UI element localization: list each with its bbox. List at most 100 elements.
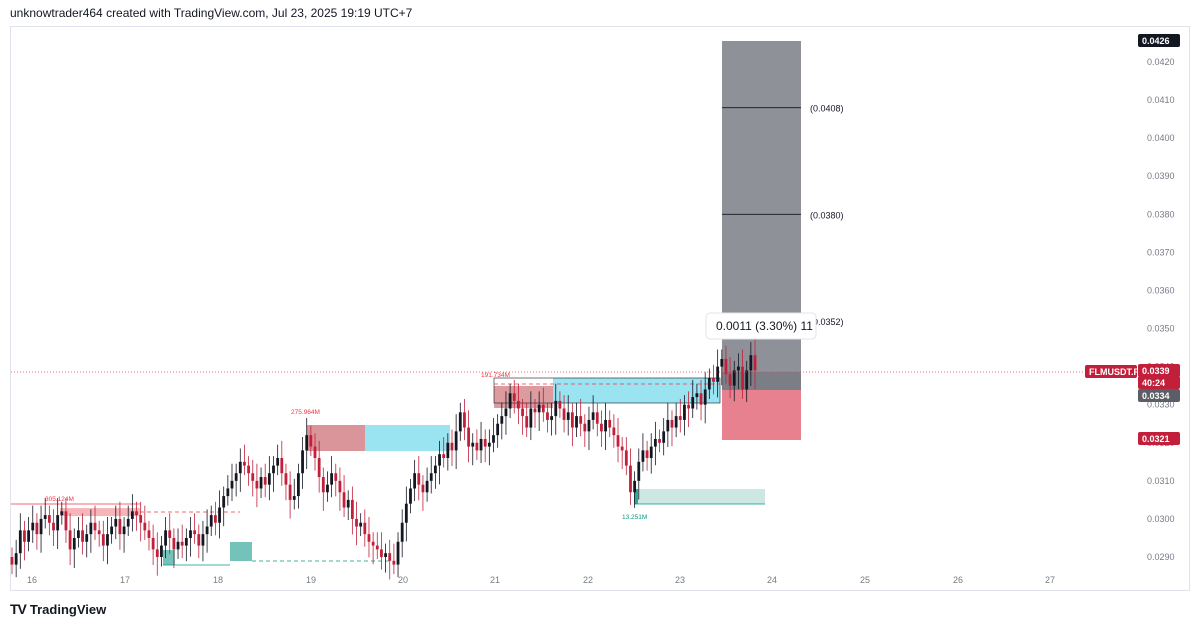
candle-body <box>380 549 383 557</box>
candle-body <box>595 412 599 424</box>
candle <box>649 433 653 474</box>
x-axis-tick-label: 19 <box>306 575 316 585</box>
candle <box>620 437 624 470</box>
candle-body <box>180 541 184 546</box>
candle <box>384 543 387 573</box>
candle-body <box>85 534 89 542</box>
candle-body <box>81 530 84 542</box>
candle <box>417 456 421 501</box>
x-axis-tick-label: 23 <box>675 575 685 585</box>
candle <box>130 494 134 532</box>
candle-body <box>301 450 304 474</box>
candle <box>263 463 267 498</box>
candle-body <box>546 412 549 420</box>
candle <box>745 360 749 403</box>
candle <box>521 398 524 435</box>
candle-body <box>18 530 22 554</box>
candle <box>421 475 425 511</box>
candle <box>691 379 695 419</box>
tradingview-brand[interactable]: TV TradingView <box>10 601 106 617</box>
candle-body <box>68 530 72 550</box>
candle-body <box>658 438 661 443</box>
candle-body <box>247 465 250 474</box>
candle <box>68 513 72 565</box>
candle-body <box>732 370 736 386</box>
candle-body <box>421 484 425 493</box>
candle <box>288 471 292 519</box>
candle-body <box>521 408 524 417</box>
candle-body <box>89 522 93 535</box>
volume-zone-label: 13.251M <box>622 514 647 521</box>
candle-body <box>334 473 338 481</box>
candle <box>608 410 612 438</box>
candle <box>629 448 632 505</box>
candle-body <box>604 419 607 432</box>
candle-body <box>135 511 138 516</box>
candle <box>39 505 43 553</box>
candle <box>85 524 89 558</box>
candle-body <box>350 499 354 519</box>
candle-body <box>463 412 466 428</box>
candle <box>367 517 371 558</box>
candle <box>238 448 242 492</box>
candle <box>114 505 118 540</box>
candle <box>342 475 346 518</box>
candle-body <box>637 461 641 481</box>
candle <box>297 463 300 509</box>
candle <box>736 353 740 390</box>
candle <box>243 444 246 476</box>
candle-body <box>201 534 205 546</box>
candle <box>213 501 217 536</box>
candle <box>209 505 213 537</box>
candle-body <box>670 419 674 428</box>
top-price-tag: 0.0426 <box>1138 34 1180 47</box>
demand-box-2 <box>230 542 252 561</box>
candle-body <box>143 522 147 531</box>
x-axis-tick-label: 24 <box>767 575 777 585</box>
symbol-price-tag-text: 0.0339 <box>1142 366 1170 376</box>
y-axis-tick-label: 0.0390 <box>1147 171 1175 181</box>
symbol-tag-text: FLMUSDT.P <box>1089 367 1140 377</box>
candle-body <box>43 515 47 519</box>
candle <box>359 513 363 537</box>
candle-body <box>280 458 284 474</box>
candle <box>720 349 724 386</box>
candle-body <box>629 465 632 493</box>
x-axis-tick-label: 22 <box>583 575 593 585</box>
candle <box>666 402 670 447</box>
candle <box>184 528 188 562</box>
candle-body <box>454 431 458 451</box>
candle-body <box>508 393 512 409</box>
candle-body <box>504 408 508 417</box>
candle <box>135 501 138 531</box>
candle <box>23 520 26 561</box>
candle-body <box>591 412 595 420</box>
demand-edge-4 <box>634 489 638 504</box>
candle <box>562 395 566 433</box>
candle <box>355 501 358 546</box>
y-axis-tick-label: 0.0410 <box>1147 95 1175 105</box>
candle-body <box>500 416 504 424</box>
candle-body <box>525 416 529 428</box>
candle-body <box>458 412 462 432</box>
candle <box>110 517 114 544</box>
candle-body <box>687 404 690 409</box>
candle <box>674 402 678 438</box>
candle <box>388 539 392 580</box>
candle <box>222 486 226 527</box>
candle-body <box>429 473 433 481</box>
candle <box>180 524 184 559</box>
candle <box>699 379 703 421</box>
candle-body <box>409 488 412 504</box>
candle <box>164 517 167 559</box>
candle-body <box>554 400 558 417</box>
candle <box>97 520 101 547</box>
candle-body <box>612 427 616 436</box>
candle-body <box>371 541 375 546</box>
candle <box>662 418 666 456</box>
candle-body <box>39 518 43 535</box>
candle-body <box>56 515 60 531</box>
candle <box>43 497 47 529</box>
candle-body <box>566 412 570 420</box>
